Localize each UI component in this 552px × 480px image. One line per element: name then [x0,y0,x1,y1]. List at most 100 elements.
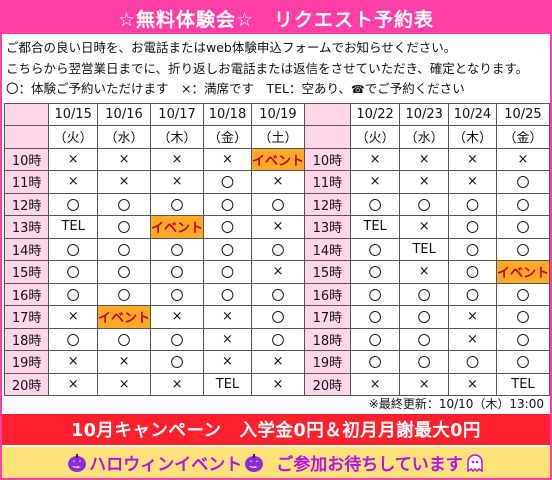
availability-cell: × [97,350,152,374]
time-label: 13時 [303,215,351,239]
availability-cell: × [150,372,205,396]
availability-cell: × [448,170,497,194]
availability-cell: × [203,147,252,171]
availability-cell: 〇 [97,282,152,306]
time-label: 17時 [3,305,50,329]
time-row: 14時〇〇〇〇〇 14時〇 TEL 〇〇 [3,237,550,261]
availability-cell: 〇 [349,350,401,374]
event-slot: イベント [97,305,152,329]
legend-text: 〇：体験ご予約いただけます ×：満席です TEL：空あり、 [6,81,351,96]
availability-cell: × [48,170,99,194]
availability-cell: TEL [203,372,252,396]
availability-cell: 〇 [97,192,152,216]
availability-cell: 〇 [349,237,401,261]
time-label: 15時 [3,260,50,284]
time-label: 10時 [3,147,50,171]
availability-cell: 〇 [48,327,99,351]
weekday-row: （火） （水） （木） （金） （土） （火） （水） （木） （金） [3,125,550,149]
weekday-header: （木） [150,125,205,149]
availability-cell: 〇 [495,192,550,216]
availability-cell: × [48,372,99,396]
availability-cell: 〇 [495,305,550,329]
time-label: 12時 [303,192,351,216]
ghost-icon [467,453,483,472]
availability-cell: × [399,215,450,239]
legend-line: 〇：体験ご予約いただけます ×：満席です TEL：空あり、☎でご予約ください [6,79,546,101]
availability-cell: 〇 [495,282,550,306]
availability-cell: 〇 [399,282,450,306]
availability-cell: × [97,372,152,396]
availability-cell: × [448,305,497,329]
halloween-event-label: ハロウィンイベント [89,455,243,475]
availability-cell: TEL [48,215,99,239]
time-row: 18時〇〇〇 × 〇 18時〇〇 × 〇 [3,327,550,351]
availability-cell: 〇 [97,327,152,351]
availability-cell: × [250,215,305,239]
availability-cell: × [150,147,205,171]
event-slot: イベント [495,260,550,284]
availability-cell: 〇 [448,237,497,261]
instruction-line-2: こちらから翌営業日までに、折り返しお電話または返信をさせていただき、確定となりま… [6,60,529,76]
time-label: 19時 [3,350,50,374]
weekday-header: （土） [250,125,305,149]
availability-cell: 〇 [495,350,550,374]
time-row: 15時〇〇〇〇 × 15時〇 × 〇イベント [3,260,550,284]
time-row: 16時〇〇〇〇〇 16時〇〇〇〇 [3,282,550,306]
availability-cell: × [97,147,152,171]
availability-cell: × [399,372,450,396]
availability-cell: 〇 [349,282,401,306]
availability-cell: × [448,327,497,351]
halloween-banner: ハロウィンイベント ご参加お待ちしています [2,447,550,478]
availability-cell: 〇 [349,260,401,284]
event-slot: イベント [250,147,305,171]
halloween-invite-label: ご参加お待ちしています [276,455,463,475]
time-row: 17時 × イベント × × 〇 17時〇〇 × 〇 [3,305,550,329]
time-label: 14時 [303,237,351,261]
date-header: 10/17 [150,102,205,126]
availability-cell: 〇 [203,170,252,194]
date-header: 10/18 [203,102,252,126]
availability-cell: × [399,260,450,284]
time-label: 11時 [303,170,351,194]
availability-cell: × [448,147,497,171]
time-label: 13時 [3,215,50,239]
availability-cell: × [349,372,401,396]
availability-cell: 〇 [399,192,450,216]
availability-cell: × [250,260,305,284]
corner-cell [3,125,50,149]
availability-cell: × [399,147,450,171]
availability-cell: 〇 [203,237,252,261]
time-row: 20時 × × × TEL × 20時 × × × TEL [3,372,550,396]
availability-cell: 〇 [48,282,99,306]
availability-cell: 〇 [399,350,450,374]
availability-cell: 〇 [399,327,450,351]
availability-cell: 〇 [349,305,401,329]
campaign-banner: 10月キャンペーン 入学金0円＆初月月謝最大0円 [2,414,550,445]
availability-cell: 〇 [250,305,305,329]
availability-cell: 〇 [203,282,252,306]
availability-cell: 〇 [448,215,497,239]
availability-cell: TEL [349,215,401,239]
pumpkin-icon [245,453,264,472]
availability-cell: 〇 [203,215,252,239]
availability-cell: 〇 [250,237,305,261]
availability-cell: 〇 [150,192,205,216]
legend-tail: でご予約ください [364,81,465,96]
availability-cell: × [203,350,252,374]
availability-cell: 〇 [97,237,152,261]
instructions: ご都合の良い日時を、お電話またはweb体験申込フォームでお知らせください。 こち… [2,34,550,101]
date-header: 10/16 [97,102,152,126]
availability-cell: 〇 [150,327,205,351]
time-label: 18時 [303,327,351,351]
time-label: 18時 [3,327,50,351]
weekday-header: （水） [399,125,450,149]
time-label: 19時 [303,350,351,374]
time-label: 10時 [303,147,351,171]
time-row: 12時〇〇〇〇〇 12時〇〇〇〇 [3,192,550,216]
time-row: 11時 × × × 〇 × 11時 × × × 〇 [3,170,550,194]
availability-cell: × [250,170,305,194]
corner-cell [303,102,351,126]
time-label: 14時 [3,237,50,261]
availability-cell: 〇 [399,305,450,329]
